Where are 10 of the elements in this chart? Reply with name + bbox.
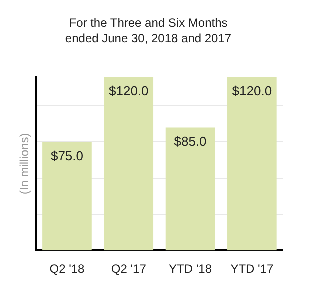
data-label: $75.0 <box>50 148 84 164</box>
x-tick-label: YTD '18 <box>169 262 212 276</box>
x-tick-label: Q2 '18 <box>50 262 86 276</box>
data-label: $120.0 <box>232 83 272 98</box>
chart-title: For the Three and Six Months ended June 30, 2018 and 2017 <box>65 16 232 46</box>
x-tick-label: Q2 '17 <box>111 262 147 276</box>
data-label: $120.0 <box>108 83 149 98</box>
y-axis-title: (In millions) <box>18 133 32 195</box>
x-tick-label: YTD '17 <box>230 262 274 276</box>
data-label: $85.0 <box>174 134 207 149</box>
